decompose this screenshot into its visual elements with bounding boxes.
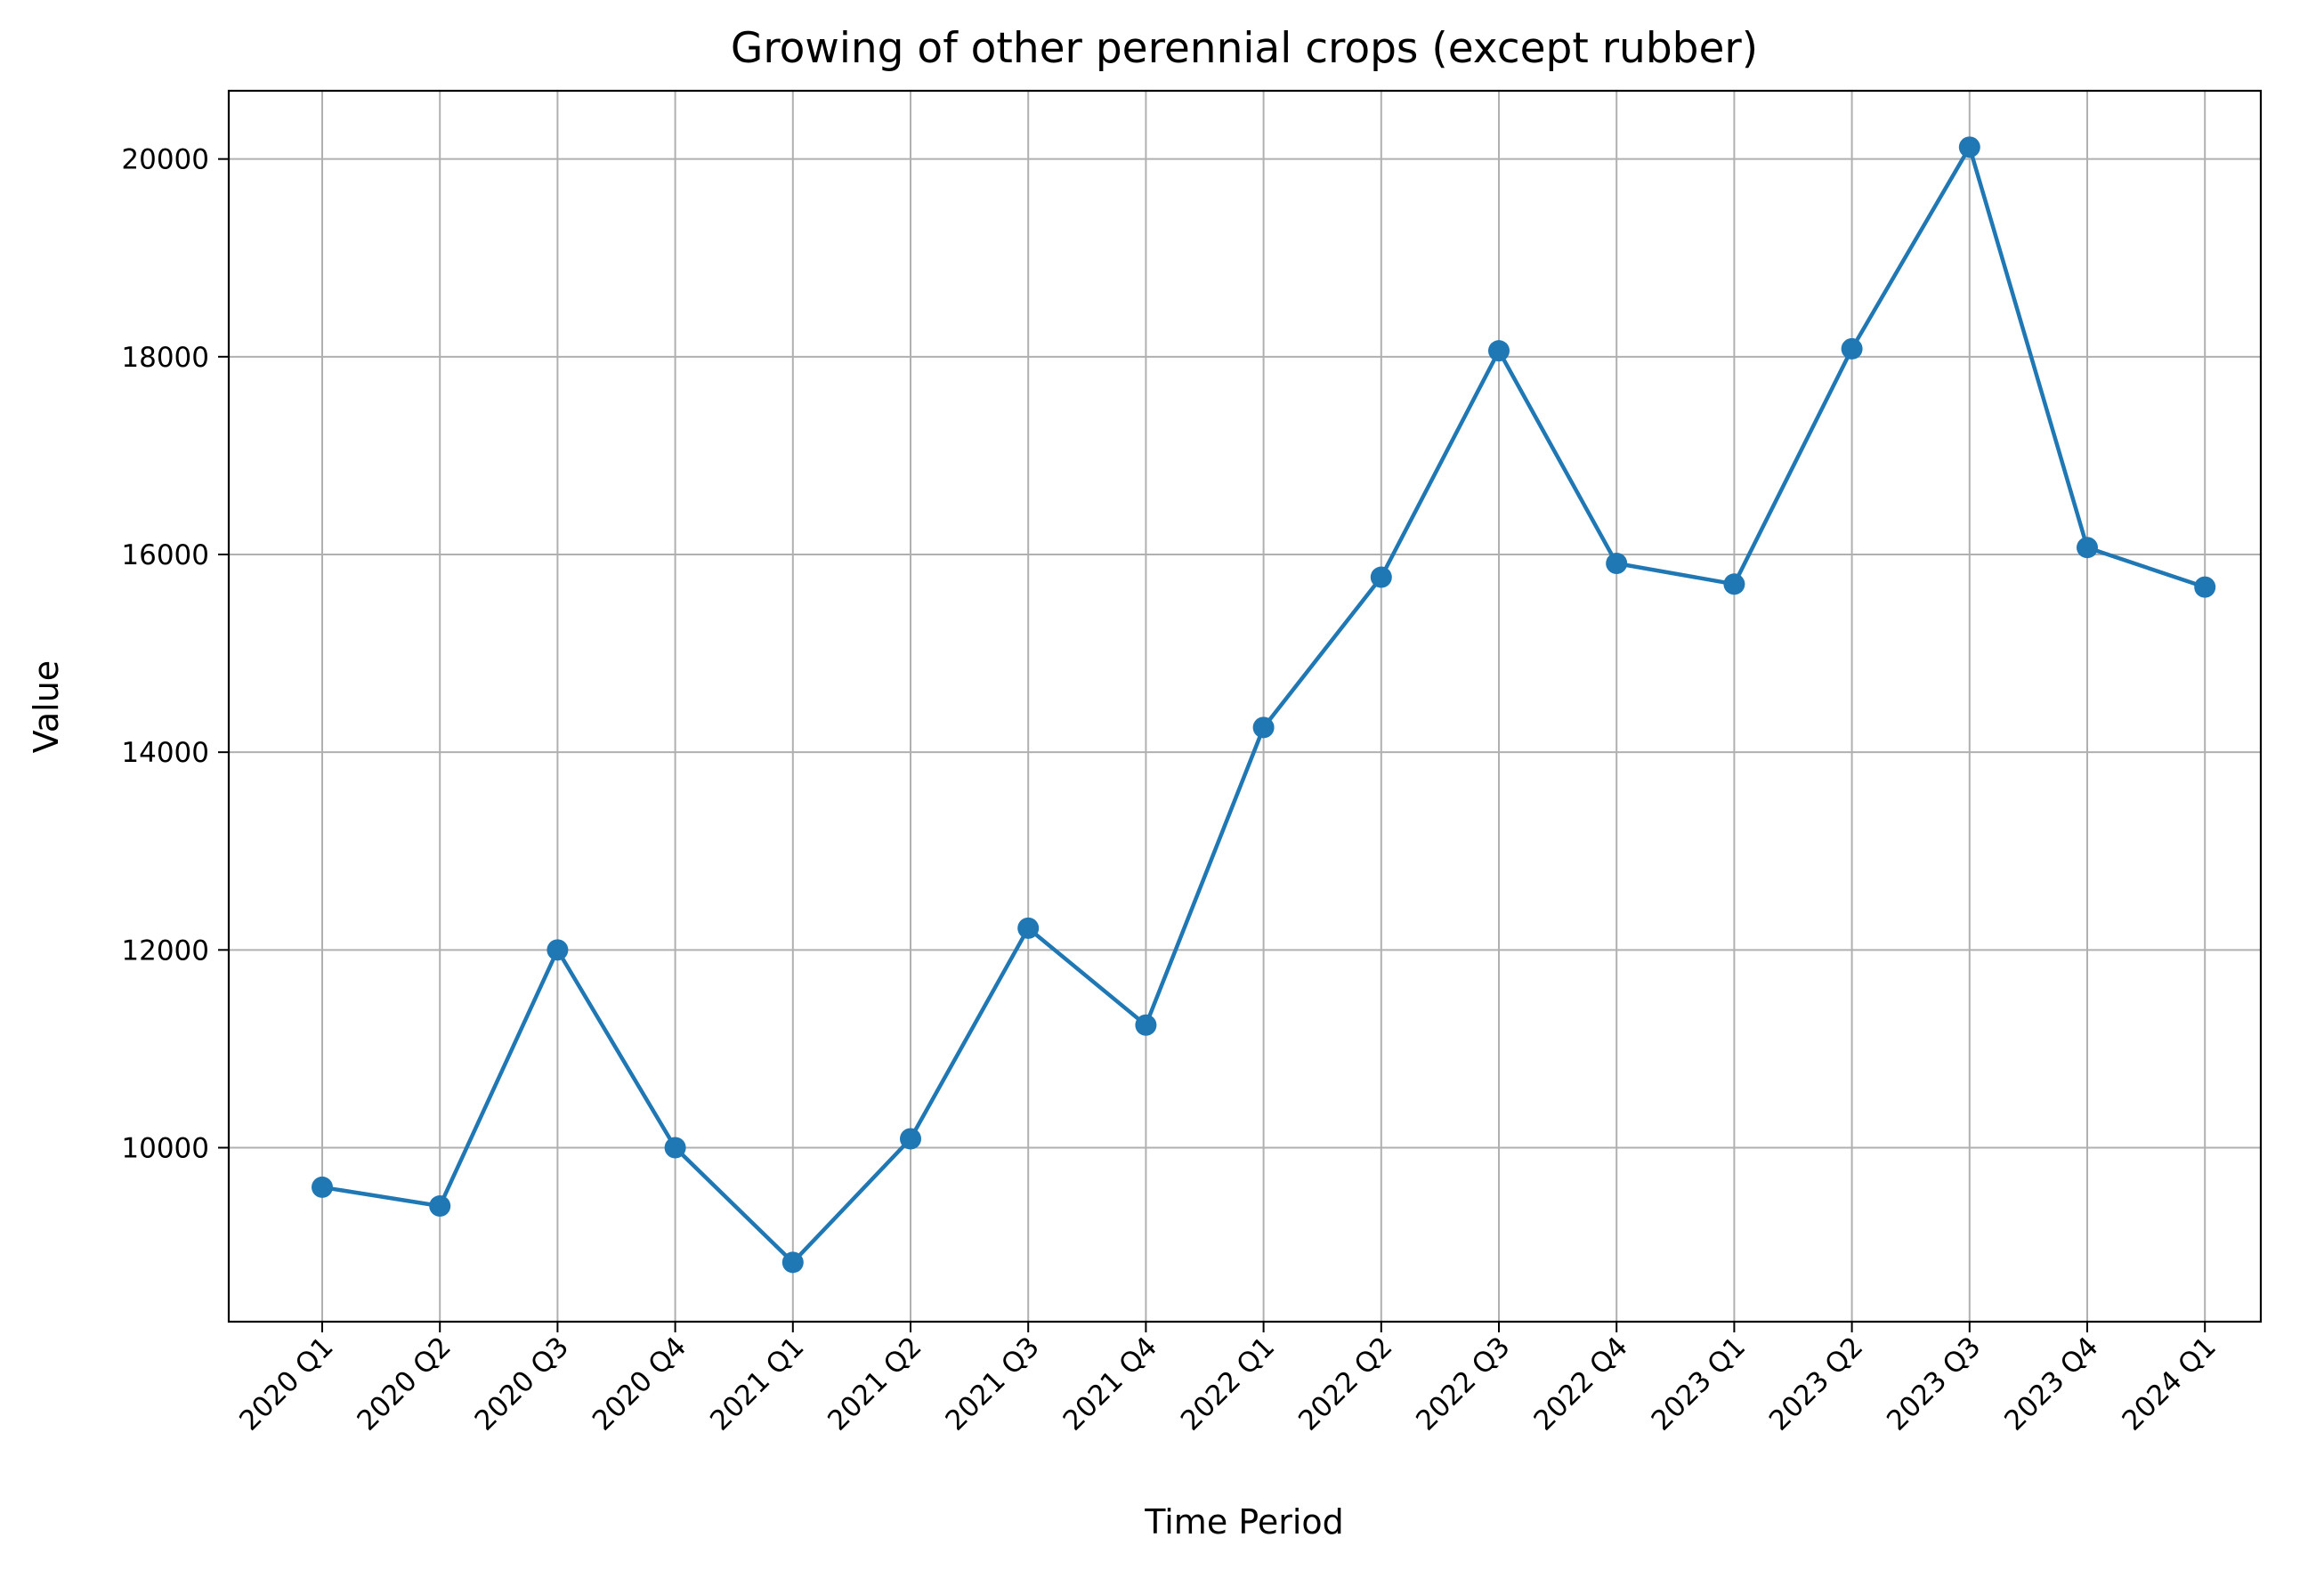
x-axis-label: Time Period <box>1144 1502 1344 1542</box>
series-layer <box>312 136 2216 1274</box>
data-point <box>1488 340 1510 362</box>
data-point <box>664 1137 686 1159</box>
y-axis-label: Value <box>27 660 66 753</box>
data-point <box>1723 573 1745 595</box>
y-tick-label: 20000 <box>121 144 209 176</box>
y-tick-label: 10000 <box>121 1132 209 1164</box>
data-point <box>2194 576 2216 598</box>
plot-frame <box>227 89 2263 1323</box>
data-point <box>547 939 569 961</box>
data-point <box>1606 552 1628 574</box>
y-tick-label: 14000 <box>121 737 209 769</box>
data-point <box>429 1195 451 1218</box>
data-point <box>2077 537 2098 559</box>
data-point <box>1958 136 1980 158</box>
data-point <box>312 1176 333 1198</box>
data-point <box>1135 1014 1157 1036</box>
data-point <box>1252 716 1275 739</box>
y-tick-label: 18000 <box>121 342 209 374</box>
y-tick-label: 16000 <box>121 539 209 571</box>
chart-title: Growing of other perennial crops (except… <box>731 24 1758 73</box>
data-point <box>781 1251 804 1274</box>
data-point <box>1370 566 1392 588</box>
data-point <box>900 1128 921 1150</box>
data-point <box>1841 337 1863 360</box>
data-point <box>1017 917 1040 939</box>
grid <box>229 91 2261 1322</box>
y-tick-label: 12000 <box>121 935 209 967</box>
